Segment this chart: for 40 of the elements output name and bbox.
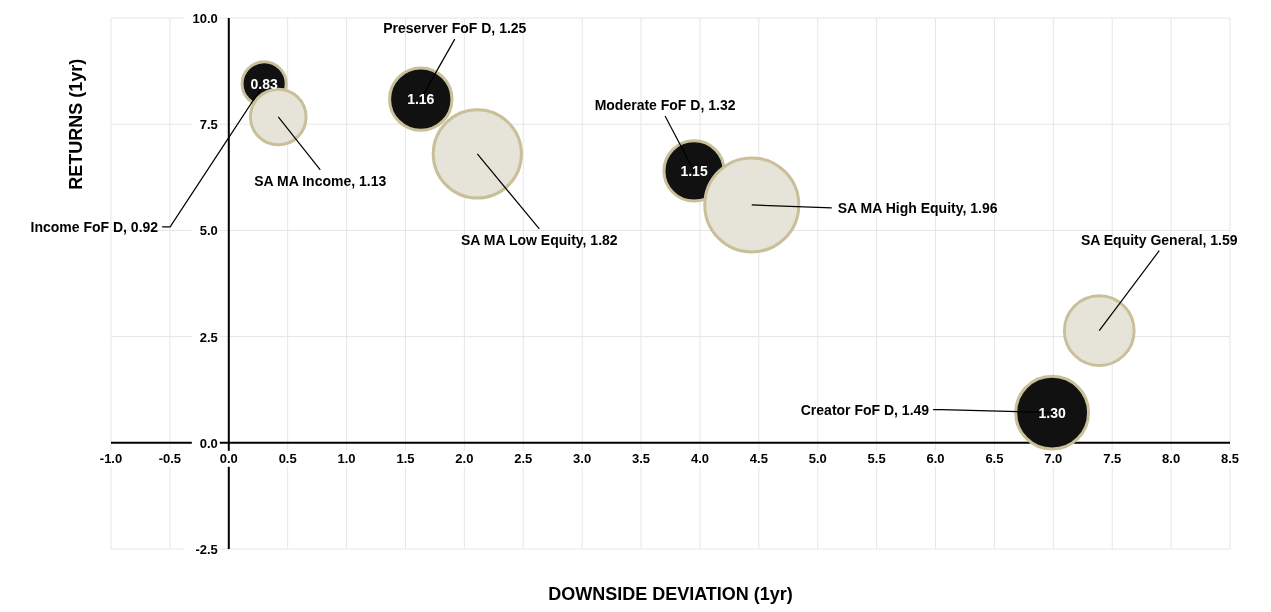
x-tick-label: 8.0 — [1162, 450, 1181, 466]
annotation: Income FoF D, 0.92 — [30, 218, 159, 235]
x-tick-label: 7.5 — [1103, 450, 1122, 466]
annotation: Moderate FoF D, 1.32 — [594, 96, 736, 113]
annotation: SA MA Income, 1.13 — [254, 172, 387, 189]
x-tick-label: -1.0 — [99, 450, 123, 466]
annotation: SA Equity General, 1.59 — [1080, 231, 1238, 248]
y-axis-title: RETURNS (1yr) — [66, 58, 86, 190]
x-tick-label: -0.5 — [158, 450, 182, 466]
x-tick-label: 4.5 — [749, 450, 768, 466]
x-tick-label: 5.0 — [808, 450, 827, 466]
y-tick-label: 5.0 — [199, 223, 218, 239]
annotation: Creator FoF D, 1.49 — [800, 401, 930, 418]
x-tick-label: 2.5 — [514, 450, 533, 466]
annotation: 1.16 — [407, 91, 435, 108]
annotation: 1.15 — [680, 162, 708, 179]
x-tick-label: 6.5 — [985, 450, 1004, 466]
x-axis-title: DOWNSIDE DEVIATION (1yr) — [548, 584, 793, 604]
x-tick-label: 0.5 — [278, 450, 297, 466]
x-tick-label: 3.5 — [632, 450, 651, 466]
annotation: SA MA High Equity, 1.96 — [837, 199, 998, 216]
y-tick-label: 10.0 — [192, 11, 218, 26]
x-tick-label: 7.0 — [1044, 450, 1063, 466]
y-tick-label: -2.5 — [195, 542, 218, 557]
x-tick-label: 1.5 — [396, 450, 415, 466]
annotation: Preserver FoF D, 1.25 — [383, 20, 527, 37]
x-tick-label: 8.5 — [1220, 450, 1240, 466]
y-tick-label: 0.0 — [199, 435, 218, 451]
x-tick-label: 6.0 — [926, 450, 945, 466]
x-tick-label: 1.0 — [337, 450, 356, 466]
x-tick-label: 5.5 — [867, 450, 886, 466]
x-tick-label: 0.0 — [219, 450, 238, 466]
y-tick-label: 7.5 — [199, 117, 218, 133]
x-tick-label: 2.0 — [455, 450, 474, 466]
annotation: 0.83 — [250, 75, 278, 92]
annotation: SA MA Low Equity, 1.82 — [461, 231, 618, 248]
x-tick-label: 3.0 — [573, 450, 592, 466]
x-tick-label: 4.0 — [690, 450, 709, 466]
annotation: 1.30 — [1038, 404, 1066, 421]
y-tick-label: 2.5 — [199, 329, 218, 345]
